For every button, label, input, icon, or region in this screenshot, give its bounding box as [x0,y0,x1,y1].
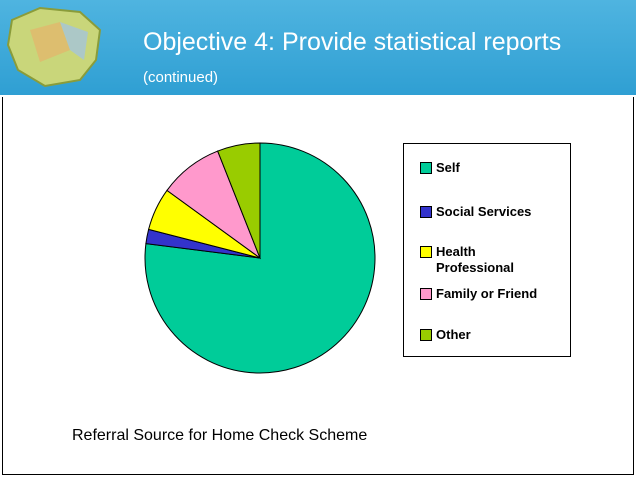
map-logo [6,6,102,88]
map-region [30,22,70,62]
title-subtitle: (continued) [143,69,219,86]
legend-swatch [420,162,432,174]
header-band [0,0,636,97]
caption: Referral Source for Home Check Scheme [72,427,368,444]
legend-label: Self [436,160,460,175]
slide-frame [2,97,634,475]
legend-swatch [420,288,432,300]
legend-swatch [420,246,432,258]
map-region [60,22,88,60]
legend-entry: Health Professional [420,244,554,276]
slide-title: Objective 4: Provide statistical reports… [143,26,603,94]
legend-swatch [420,329,432,341]
title-text: Objective 4: Provide statistical reports [143,28,562,56]
legend-label: Family or Friend [436,286,538,301]
legend-swatch [420,206,432,218]
legend-entry: Other [420,327,554,343]
legend-label: Health Professional [436,244,515,275]
legend-label: Social Services [436,204,532,219]
legend-label: Other [436,327,471,342]
legend-entry: Self [420,160,554,176]
legend-entry: Family or Friend [420,286,554,302]
legend-entry: Social Services [420,204,554,220]
pie-slice [217,142,261,259]
legend: Self Social Services Health Professional Fa… [403,143,571,357]
